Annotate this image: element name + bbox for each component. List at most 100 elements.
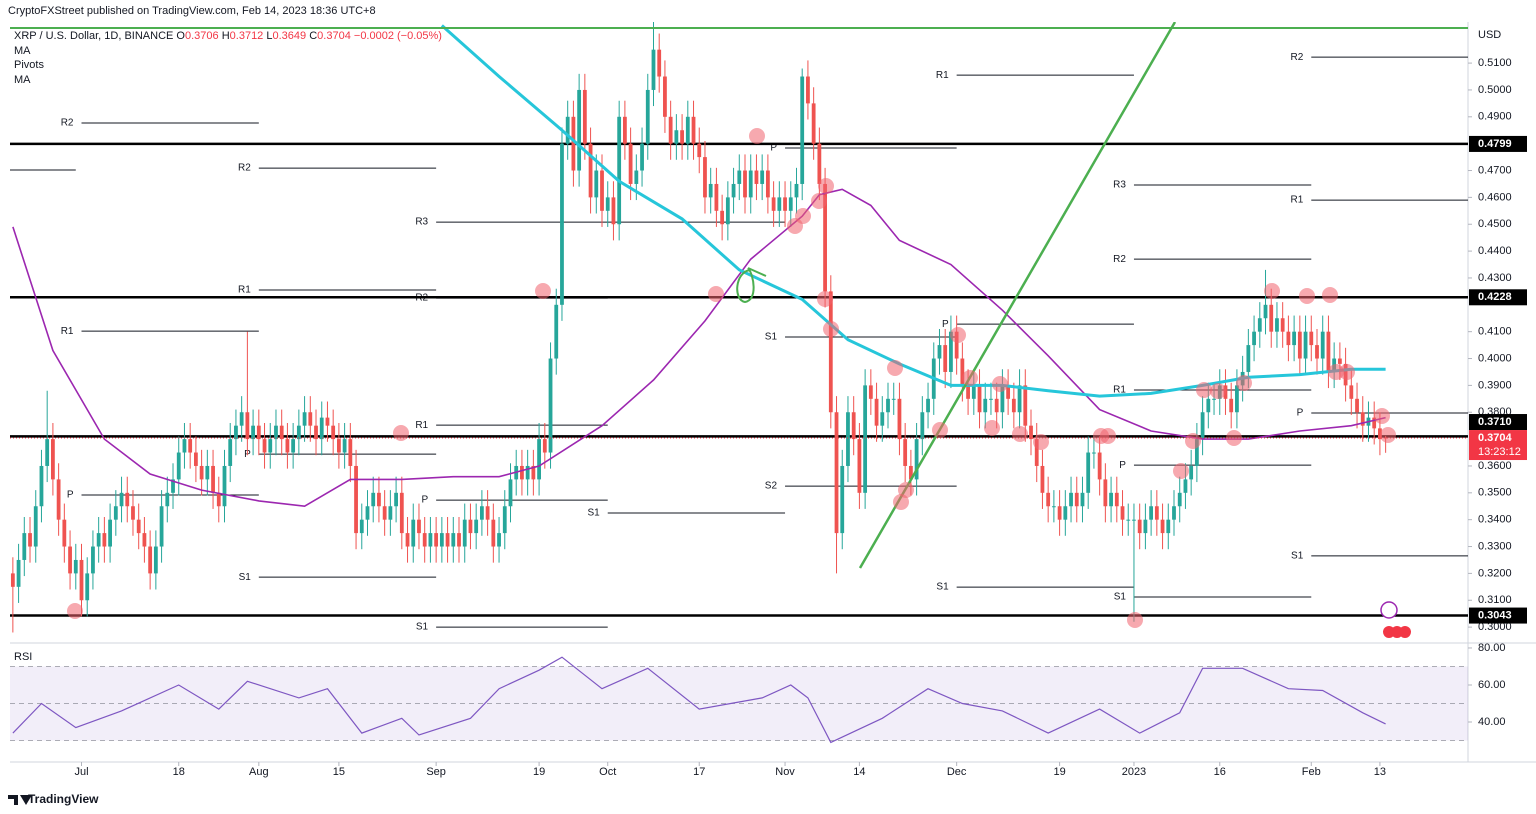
candle-body: [537, 439, 541, 480]
candle-body: [851, 412, 856, 440]
candle-body: [434, 533, 439, 547]
y-tick-label: 0.4100: [1478, 326, 1512, 338]
candle-body: [1189, 465, 1194, 480]
indicator-label[interactable]: MA: [14, 44, 31, 57]
candle-body: [485, 506, 490, 520]
candle-body: [645, 89, 650, 144]
candle-body: [1011, 398, 1016, 413]
candle-body: [28, 533, 32, 547]
pivot-label: S1: [936, 582, 949, 593]
candle-body: [1023, 385, 1028, 426]
legend: XRP / U.S. Dollar, 1D, BINANCE O0.3706 H…: [14, 29, 442, 87]
symbol-line: XRP / U.S. Dollar, 1D, BINANCE O0.3706 H…: [14, 29, 442, 44]
level-label-box: [1469, 135, 1527, 152]
marker: [1328, 364, 1344, 380]
candle-body: [743, 170, 747, 198]
candle-body: [193, 452, 198, 466]
candle-body: [73, 559, 78, 574]
candle-body: [857, 439, 862, 493]
pivot-label: R3: [415, 217, 428, 228]
pivot-label: P: [67, 490, 74, 501]
y-tick-label: 0.3200: [1478, 567, 1512, 579]
ohlc-key: H: [221, 30, 230, 42]
marker: [1033, 434, 1049, 450]
marker: [818, 178, 834, 194]
candle-body: [153, 546, 158, 574]
candle-body: [342, 439, 347, 453]
candle-body: [148, 546, 153, 574]
candle-body: [462, 519, 467, 547]
ohlc-value: 0.3706: [184, 30, 219, 42]
ohlc-key: O: [176, 30, 185, 42]
y-tick-label: 0.3500: [1478, 487, 1512, 499]
candle-body: [176, 452, 181, 480]
marker: [887, 360, 903, 376]
candle-body: [1069, 492, 1073, 507]
candle-body: [960, 358, 965, 386]
candle-body: [594, 170, 599, 198]
pivot-label: S1: [765, 332, 778, 343]
candle-body: [1120, 506, 1125, 520]
level-label-box: [1469, 607, 1527, 624]
candle-body: [765, 170, 770, 198]
candle-body: [754, 170, 759, 184]
candle-body: [1326, 331, 1331, 372]
pivot-label: S1: [416, 622, 429, 633]
symbol: XRP / U.S. Dollar, 1D, BINANCE: [14, 30, 174, 42]
candle-body: [262, 439, 267, 453]
candle-body: [1029, 425, 1033, 440]
x-tick-label: Dec: [947, 766, 967, 778]
candle-body: [1006, 385, 1011, 399]
x-tick-label: Nov: [775, 766, 795, 778]
candle-body: [331, 425, 336, 440]
indicator-label[interactable]: MA: [14, 73, 31, 86]
candle-body: [16, 559, 21, 587]
level-label: 0.4799: [1478, 138, 1512, 150]
candle-body: [382, 506, 387, 520]
candle-body: [394, 492, 398, 507]
candle-body: [846, 412, 850, 466]
rsi-title: RSI: [14, 651, 32, 663]
event-icon[interactable]: [1399, 626, 1411, 638]
candle-body: [411, 519, 416, 547]
candle-body: [680, 130, 684, 144]
candle-body: [817, 143, 822, 184]
candle-body: [348, 439, 353, 466]
candle-body: [937, 345, 942, 359]
ohlc-value: 0.3712: [229, 30, 264, 42]
candle-body: [891, 398, 896, 400]
candle-body: [113, 506, 118, 520]
candle-body: [319, 417, 324, 440]
candle-body: [983, 398, 988, 413]
candle-body: [1166, 519, 1171, 534]
candle-body: [279, 425, 284, 440]
candle-body: [159, 506, 164, 547]
rsi-y-tick-label: 80.00: [1478, 642, 1506, 654]
candle-body: [239, 412, 244, 426]
candle-body: [1212, 398, 1216, 400]
candle-body: [33, 506, 38, 547]
candle-body: [1355, 398, 1359, 413]
pivot-label: S2: [765, 481, 778, 492]
candle-body: [119, 492, 124, 507]
candle-body: [1177, 492, 1182, 507]
candle-body: [800, 76, 805, 184]
candle-body: [794, 183, 799, 198]
candle-body: [1063, 506, 1068, 520]
indicator-label[interactable]: Pivots: [14, 59, 44, 71]
y-tick-label: 0.3300: [1478, 540, 1512, 552]
event-icon[interactable]: [1380, 601, 1398, 619]
candle-body: [336, 439, 341, 453]
marker: [67, 603, 83, 619]
level-label: 0.3710: [1478, 416, 1512, 428]
candle-body: [1378, 428, 1382, 440]
pivot-label: S1: [587, 508, 600, 519]
drawn-trendline: [858, 22, 1177, 569]
marker: [1299, 288, 1315, 304]
pivot-label: R2: [1113, 254, 1126, 265]
candle-body: [1252, 331, 1256, 346]
candle-body: [668, 116, 673, 144]
x-tick-label: 2023: [1122, 766, 1146, 778]
candle-body: [1086, 452, 1091, 493]
candle-body: [880, 412, 885, 426]
